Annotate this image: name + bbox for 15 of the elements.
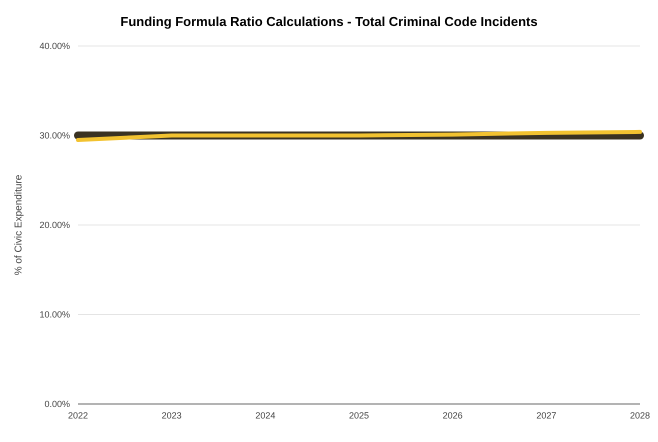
x-tick-label: 2027 — [536, 410, 556, 420]
chart-title: Funding Formula Ratio Calculations - Total Criminal Code Incidents — [119, 13, 539, 31]
line-series — [76, 130, 642, 142]
y-tick-label: 0.00% — [44, 399, 70, 410]
y-tick-label: 30.00% — [39, 130, 70, 141]
x-tick-label: 2022 — [68, 410, 88, 420]
y-tick-label: 10.00% — [39, 310, 70, 320]
y-tick-label: 40.00% — [39, 41, 70, 52]
y-tick-label: 20.00% — [39, 220, 70, 230]
x-tick-label: 2025 — [348, 410, 370, 420]
x-tick-label: 2028 — [630, 410, 650, 420]
x-tick-label: 2026 — [442, 410, 463, 420]
x-tick-label: 2023 — [162, 410, 182, 420]
x-tick-label: 2024 — [255, 410, 276, 420]
y-axis-title: % of Civic Expenditure — [14, 174, 25, 276]
